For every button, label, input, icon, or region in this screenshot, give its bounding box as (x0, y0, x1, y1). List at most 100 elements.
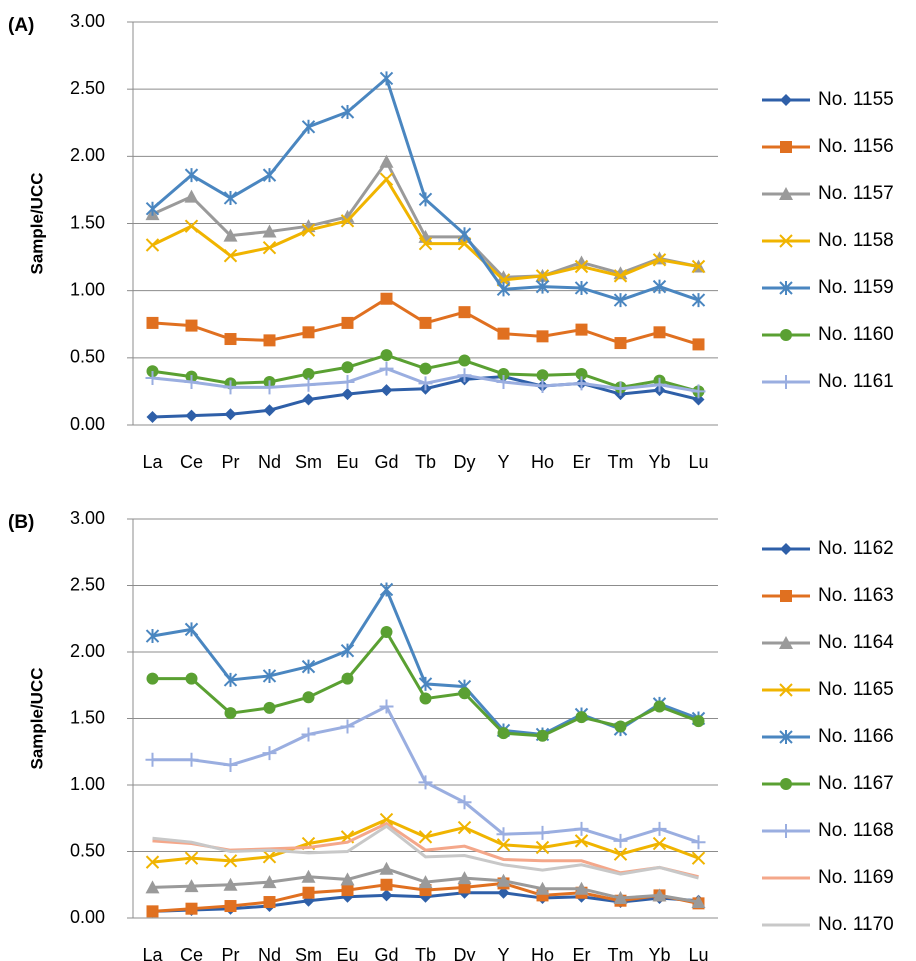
x-tick-label: Pr (222, 945, 240, 961)
marker (262, 875, 277, 889)
marker (145, 752, 160, 767)
x-tick-label: Yb (648, 452, 670, 472)
marker (457, 795, 472, 810)
x-tick-label: Y (497, 945, 509, 961)
marker (419, 692, 432, 705)
marker (457, 820, 472, 835)
marker (535, 269, 550, 283)
marker (224, 333, 237, 346)
marker (535, 825, 550, 840)
marker (184, 622, 199, 637)
y-tick-label: 3.00 (70, 11, 105, 31)
marker (574, 834, 589, 848)
x-tick-label: Ho (531, 945, 554, 961)
legend-label: No. 1169 (818, 867, 894, 888)
marker (185, 672, 198, 685)
x-tick-label: Lu (688, 452, 708, 472)
marker (458, 687, 471, 700)
legend-label: No. 1155 (818, 89, 894, 110)
marker (185, 902, 198, 915)
legend-label: No. 1157 (818, 183, 894, 204)
marker (262, 380, 277, 395)
marker (145, 370, 160, 385)
x-tick-label: Tm (608, 452, 634, 472)
marker (379, 582, 394, 597)
marker (184, 168, 199, 183)
marker (613, 381, 628, 396)
panel-label: (B) (8, 512, 34, 533)
marker (574, 259, 589, 274)
marker (780, 94, 792, 106)
marker (263, 701, 276, 714)
marker (614, 337, 627, 350)
marker (652, 836, 667, 851)
marker (418, 236, 433, 251)
legend-label: No. 1164 (818, 632, 894, 653)
marker (223, 190, 238, 205)
marker (418, 875, 433, 889)
marker (223, 854, 238, 868)
y-tick-label: 3.00 (70, 508, 105, 528)
marker (145, 201, 160, 216)
x-tick-label: Gd (374, 945, 398, 961)
marker (652, 279, 667, 294)
marker (653, 700, 666, 713)
marker (340, 105, 355, 120)
marker (535, 840, 550, 855)
marker (262, 668, 277, 683)
legend-label: No. 1168 (818, 820, 894, 841)
x-tick-label: Nd (258, 452, 281, 472)
marker (301, 659, 316, 674)
marker (574, 280, 589, 295)
marker (301, 727, 316, 742)
marker (145, 238, 160, 252)
y-axis-label: Sample/UCC (27, 667, 46, 769)
marker (263, 404, 276, 417)
marker (184, 219, 199, 233)
marker (340, 872, 355, 886)
marker (224, 408, 237, 421)
marker (262, 168, 277, 183)
marker (419, 362, 432, 375)
marker (223, 877, 238, 891)
marker (223, 249, 238, 263)
marker (379, 699, 394, 714)
marker (418, 192, 433, 207)
marker (496, 827, 511, 842)
y-tick-label: 0.50 (70, 347, 105, 367)
marker (418, 676, 433, 691)
marker (779, 187, 793, 200)
marker (575, 367, 588, 380)
x-tick-label: Pr (222, 452, 240, 472)
legend-label: No. 1165 (818, 679, 894, 700)
y-tick-label: 2.50 (70, 78, 105, 98)
marker (418, 376, 433, 391)
marker (379, 861, 394, 875)
marker (779, 683, 793, 697)
marker (301, 869, 316, 883)
marker (613, 269, 628, 283)
marker (536, 369, 549, 382)
marker (418, 775, 433, 790)
marker (779, 730, 793, 744)
marker (262, 850, 277, 864)
y-tick-label: 2.00 (70, 145, 105, 165)
y-tick-label: 0.00 (70, 907, 105, 927)
marker (779, 234, 793, 248)
x-tick-label: Lu (688, 945, 708, 961)
marker (614, 720, 627, 733)
x-tick-label: Tm (608, 945, 634, 961)
marker (691, 259, 706, 274)
marker (224, 707, 237, 720)
marker (301, 119, 316, 134)
marker (184, 189, 199, 203)
marker (380, 384, 393, 397)
marker (341, 388, 354, 401)
x-tick-label: Nd (258, 945, 281, 961)
marker (145, 855, 160, 869)
marker (496, 873, 511, 887)
marker (497, 367, 510, 380)
marker (301, 223, 316, 237)
marker (497, 886, 510, 899)
